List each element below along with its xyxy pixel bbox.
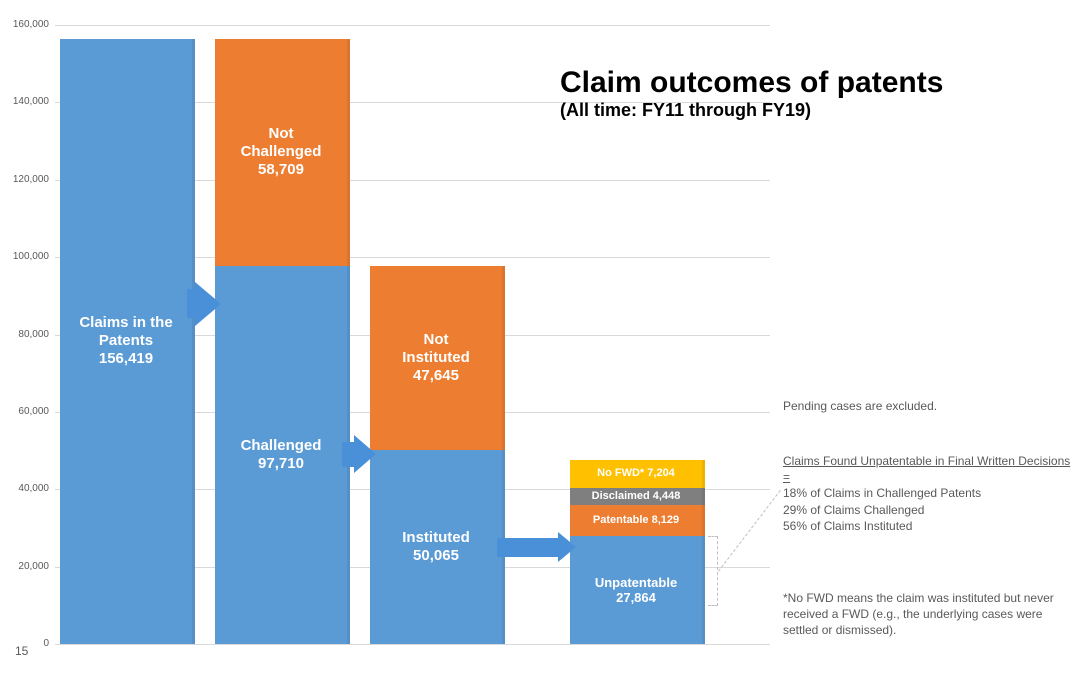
bar-segment-label: NotInstituted47,645 bbox=[402, 331, 470, 385]
chart-title-block: Claim outcomes of patents (All time: FY1… bbox=[560, 66, 943, 121]
gridline bbox=[55, 25, 770, 26]
bar-segment: Disclaimed 4,448 bbox=[570, 488, 705, 505]
bar-segment-label: Patentable 8,129 bbox=[593, 514, 679, 527]
bar-segment-label: Instituted50,065 bbox=[402, 529, 470, 565]
bar-column: Challenged97,710 NotChallenged58,709 bbox=[215, 39, 350, 644]
bar-column: Claims in thePatents156,419 bbox=[60, 39, 195, 644]
y-tick-label: 120,000 bbox=[4, 174, 49, 185]
callout-line bbox=[718, 490, 781, 572]
y-tick-label: 140,000 bbox=[4, 96, 49, 107]
note-percentages-lines: 18% of Claims in Challenged Patents29% o… bbox=[783, 485, 1073, 534]
bar-segment-label: Unpatentable27,864 bbox=[595, 575, 677, 606]
bar-segment: NotChallenged58,709 bbox=[215, 39, 350, 266]
bar-segment: Unpatentable27,864 bbox=[570, 536, 705, 644]
page-number: 15 bbox=[15, 644, 28, 658]
bar-segment: Claims in thePatents156,419 bbox=[60, 39, 195, 644]
y-tick-label: 40,000 bbox=[4, 483, 49, 494]
bar-segment-label: Challenged97,710 bbox=[241, 437, 322, 473]
bar-segment-label: NotChallenged58,709 bbox=[241, 125, 322, 179]
y-tick-label: 80,000 bbox=[4, 329, 49, 340]
bar-segment-label: Claims in thePatents156,419 bbox=[79, 314, 172, 368]
note-pending: Pending cases are excluded. bbox=[783, 398, 1063, 414]
flow-arrow bbox=[187, 282, 221, 326]
y-tick-label: 20,000 bbox=[4, 561, 49, 572]
gridline bbox=[55, 644, 770, 645]
flow-arrow bbox=[497, 532, 576, 562]
note-percentages-heading: Claims Found Unpatentable in Final Writt… bbox=[783, 453, 1073, 485]
bar-segment: NotInstituted47,645 bbox=[370, 266, 505, 450]
bar-segment: No FWD* 7,204 bbox=[570, 460, 705, 488]
bar-column: Instituted50,065 NotInstituted47,645 bbox=[370, 266, 505, 644]
y-tick-label: 160,000 bbox=[4, 19, 49, 30]
y-tick-label: 60,000 bbox=[4, 406, 49, 417]
bar-segment: Challenged97,710 bbox=[215, 266, 350, 644]
bar-segment: Instituted50,065 bbox=[370, 450, 505, 644]
chart-subtitle: (All time: FY11 through FY19) bbox=[560, 100, 943, 121]
bar-segment-label: No FWD* 7,204 bbox=[597, 467, 675, 480]
note-footnote: *No FWD means the claim was instituted b… bbox=[783, 590, 1073, 639]
flow-arrow bbox=[342, 435, 376, 473]
bar-segment-label: Disclaimed 4,448 bbox=[592, 490, 681, 503]
bar-column: Unpatentable27,864 Patentable 8,129 Discla… bbox=[570, 460, 705, 644]
chart-title: Claim outcomes of patents bbox=[560, 66, 943, 100]
callout-bracket bbox=[708, 536, 718, 606]
y-tick-label: 100,000 bbox=[4, 251, 49, 262]
bar-segment: Patentable 8,129 bbox=[570, 505, 705, 536]
note-percentages: Claims Found Unpatentable in Final Writt… bbox=[783, 453, 1073, 534]
